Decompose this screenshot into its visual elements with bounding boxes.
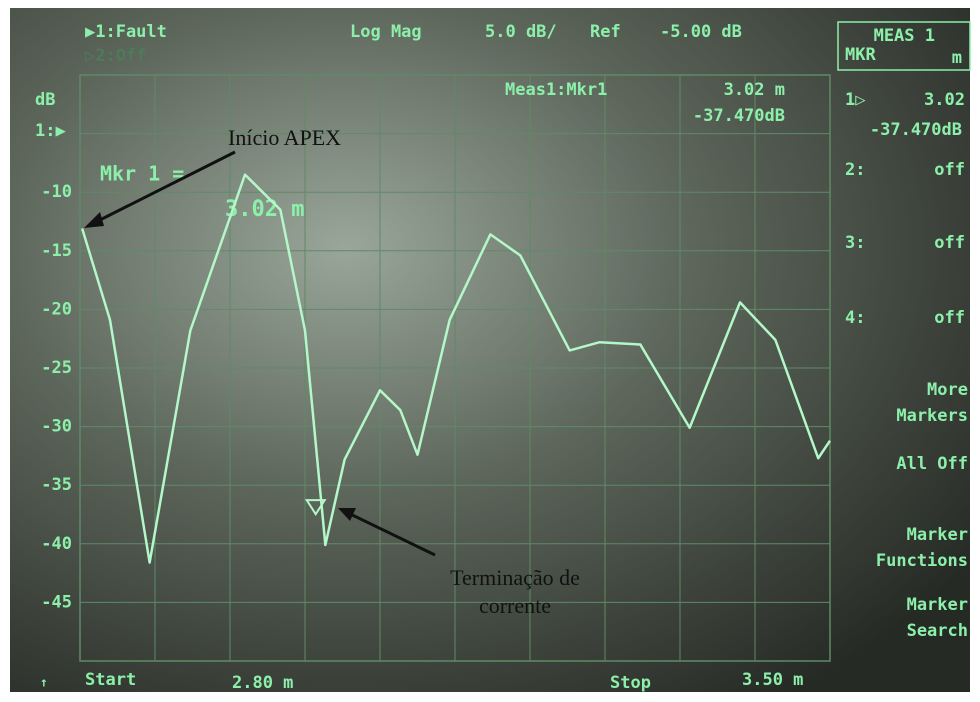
- stop-label: Stop: [610, 673, 651, 693]
- meas-box: [837, 21, 971, 71]
- marker-list-value: off: [934, 233, 965, 253]
- trace: [80, 173, 832, 564]
- marker-list-label: 3:: [845, 233, 865, 253]
- y-tick-label: -40: [41, 534, 72, 554]
- meas-unit: m: [952, 48, 962, 68]
- marker-big-value: 3.02 m: [225, 197, 304, 222]
- scale: 5.0 dB/: [485, 22, 557, 42]
- y-tick-label: -15: [41, 241, 72, 261]
- trace2: ▷2:Off: [85, 46, 146, 66]
- readout-title: Meas1:Mkr1: [505, 80, 607, 100]
- softkey-label: More: [927, 380, 968, 400]
- y-tick-label: -35: [41, 475, 72, 495]
- y-tick-label: -30: [41, 417, 72, 437]
- start-label: Start: [85, 670, 136, 690]
- marker-list-label: 4:: [845, 308, 865, 328]
- annotation: corrente: [479, 593, 551, 618]
- softkey-label: Marker: [907, 525, 968, 545]
- marker-list-value: off: [934, 308, 965, 328]
- y-tick-label: -10: [41, 182, 72, 202]
- annotation: Terminação de: [450, 565, 580, 590]
- arrow-head: [84, 212, 104, 228]
- screen: [10, 8, 970, 692]
- start-value: 2.80 m: [232, 673, 293, 693]
- ref-marker: 1:▶: [35, 121, 66, 141]
- meas-sub: MKR: [845, 45, 876, 65]
- y-tick-label: -20: [41, 299, 72, 319]
- readout-y: -37.470dB: [693, 106, 785, 126]
- y-tick-label: -25: [41, 358, 72, 378]
- softkey-label: Search: [907, 621, 968, 641]
- annotation-arrow: [343, 509, 436, 557]
- graticule: [80, 75, 830, 661]
- arrow-head: [338, 508, 356, 521]
- softkey-label: Marker: [907, 595, 968, 615]
- softkey-label: Markers: [896, 406, 968, 426]
- annotation: Início APEX: [228, 125, 341, 150]
- marker-list-value: off: [934, 160, 965, 180]
- y-unit: dB: [35, 90, 55, 110]
- readout-x: 3.02 m: [724, 80, 785, 100]
- meas-title: MEAS 1: [874, 26, 935, 46]
- annotation-arrow: [87, 150, 236, 228]
- marker-big-label: Mkr 1 =: [100, 162, 184, 186]
- softkey-label: All Off: [896, 454, 968, 474]
- marker: [304, 499, 327, 516]
- softkey-label: Functions: [876, 551, 968, 571]
- stop-value: 3.50 m: [742, 670, 803, 690]
- marker-list-value: 3.02: [924, 90, 965, 110]
- marker-list-label: 2:: [845, 160, 865, 180]
- format: Log Mag: [350, 22, 422, 42]
- marker-list-sub: -37.470dB: [870, 120, 962, 140]
- marker-list-label: 1▷: [845, 90, 866, 110]
- ref: Ref: [590, 22, 621, 42]
- ref-value: -5.00 dB: [660, 22, 742, 42]
- y-tick-label: -45: [41, 592, 72, 612]
- trace1: ▶1:Fault: [85, 22, 167, 42]
- footer-arrow: ↑: [40, 676, 48, 691]
